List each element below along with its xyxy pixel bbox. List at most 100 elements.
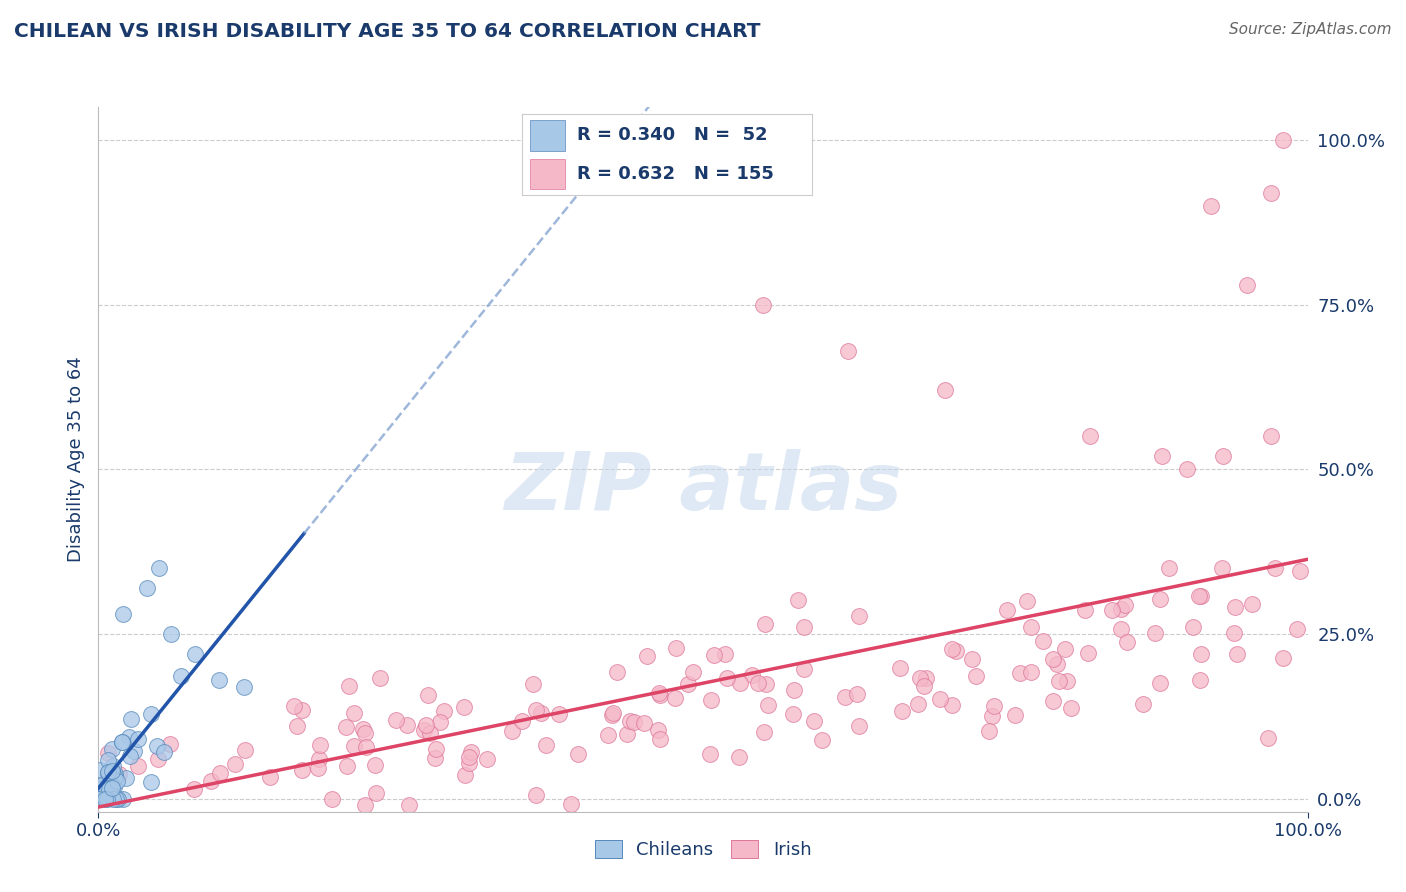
Point <box>664 691 686 706</box>
Point <box>117 730 139 744</box>
Point <box>97 753 120 767</box>
Point <box>995 603 1018 617</box>
Point <box>1272 133 1295 147</box>
Point <box>139 774 162 789</box>
Point <box>929 691 952 706</box>
Point <box>343 739 366 753</box>
Point <box>94 784 117 798</box>
Point <box>398 798 420 813</box>
Point <box>120 748 142 763</box>
Point <box>1056 674 1078 689</box>
Point <box>1143 626 1166 640</box>
Point <box>648 686 671 700</box>
Point <box>716 672 738 686</box>
Point <box>89 781 111 796</box>
Point <box>1182 620 1205 634</box>
Point <box>548 706 571 721</box>
Point <box>837 343 859 358</box>
Point <box>97 782 120 797</box>
Point <box>412 723 434 737</box>
Point <box>100 781 122 796</box>
Point <box>526 703 548 717</box>
Point <box>460 746 482 760</box>
Point <box>752 297 775 311</box>
Point <box>1015 594 1038 608</box>
Point <box>105 774 128 789</box>
Point <box>534 738 557 752</box>
Point <box>1211 561 1233 575</box>
Point <box>354 740 377 755</box>
Point <box>364 786 387 800</box>
Point <box>845 687 868 701</box>
Point <box>107 791 129 805</box>
Point <box>727 749 749 764</box>
Point <box>1257 731 1279 745</box>
Point <box>510 714 533 728</box>
Point <box>477 752 499 766</box>
Point <box>354 726 377 740</box>
Point <box>633 715 655 730</box>
Point <box>364 757 387 772</box>
Point <box>754 617 776 632</box>
Point <box>1114 598 1136 612</box>
Point <box>1149 592 1171 607</box>
Point <box>433 704 456 718</box>
Point <box>1188 673 1211 687</box>
Point <box>1272 651 1295 665</box>
Point <box>1223 626 1246 640</box>
Point <box>259 770 281 784</box>
Point <box>647 723 669 737</box>
Point <box>960 652 983 666</box>
Point <box>1032 634 1054 648</box>
Point <box>101 779 124 793</box>
Point <box>912 679 935 693</box>
Point <box>103 780 125 794</box>
Point <box>1285 622 1308 636</box>
Point <box>1260 429 1282 443</box>
Point <box>1046 657 1069 672</box>
Point <box>337 679 360 693</box>
Point <box>782 706 804 721</box>
Point <box>135 581 157 595</box>
Point <box>89 763 111 777</box>
Point <box>1175 462 1198 476</box>
Point <box>560 797 582 811</box>
Point <box>1078 429 1101 443</box>
Text: ZIP atlas: ZIP atlas <box>503 449 903 526</box>
Point <box>522 677 544 691</box>
Point <box>308 738 330 752</box>
Point <box>1188 589 1211 603</box>
Point <box>103 772 125 786</box>
Point <box>115 771 138 785</box>
Point <box>139 707 162 722</box>
Point <box>100 742 122 756</box>
Point <box>101 759 124 773</box>
Point <box>1189 589 1212 603</box>
Point <box>699 747 721 761</box>
Point <box>208 673 231 687</box>
Point <box>127 759 149 773</box>
Point <box>983 698 1005 713</box>
Point <box>458 750 481 764</box>
Point <box>111 607 134 622</box>
Point <box>1049 673 1071 688</box>
Point <box>730 676 752 690</box>
Point <box>907 697 929 711</box>
Point <box>208 766 231 780</box>
Point <box>100 771 122 785</box>
Point <box>385 713 408 727</box>
Point <box>810 733 832 747</box>
Point <box>104 791 127 805</box>
Point <box>224 756 246 771</box>
Point <box>146 752 169 766</box>
Point <box>457 756 479 770</box>
Point <box>602 706 624 720</box>
Point <box>183 782 205 797</box>
Point <box>1189 647 1212 661</box>
Point <box>145 739 167 753</box>
Point <box>756 698 779 712</box>
Point <box>425 742 447 756</box>
Point <box>101 764 124 779</box>
Point <box>152 745 174 759</box>
Point <box>1019 665 1042 680</box>
